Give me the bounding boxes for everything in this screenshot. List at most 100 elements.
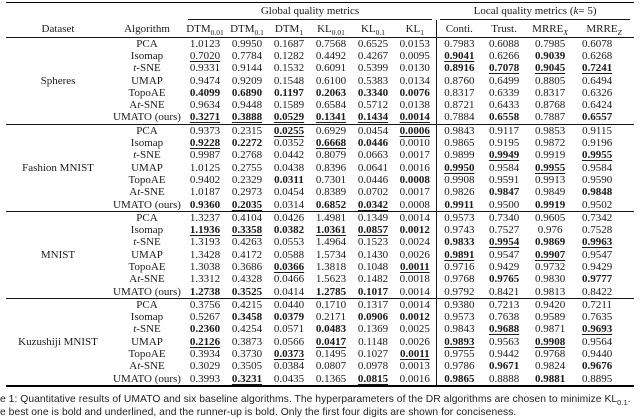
- metric-value: 0.0014: [400, 111, 430, 123]
- metric-cell: 0.0011: [394, 261, 436, 273]
- metric-cell: 0.3934: [184, 348, 226, 360]
- metric-cell: 0.0016: [394, 162, 436, 174]
- metric-cell: 0.3730: [226, 348, 268, 360]
- metric-cell: 0.0571: [268, 324, 310, 336]
- metric-cell: 0.0017: [394, 187, 436, 199]
- metric-value: 0.2126: [190, 336, 220, 348]
- metric-value: 0.0373: [274, 348, 304, 360]
- dataset-label: Kuzushiji MNIST: [6, 299, 110, 387]
- metric-cell: 0.0414: [268, 286, 310, 299]
- metric-cell: 0.0440: [268, 299, 310, 312]
- metric-cell: 0.6078: [574, 38, 634, 51]
- metric-cell: 0.9373: [184, 125, 226, 138]
- metric-cell: 0.1687: [268, 38, 310, 51]
- metric-cell: 0.6668: [310, 137, 352, 149]
- metric-value: 1.1936: [190, 224, 220, 236]
- metric-cell: 0.4263: [226, 237, 268, 249]
- caption-line-1: e 1: Quantitative results of UMATO and s…: [0, 394, 640, 407]
- metric-cell: 0.8721: [436, 99, 482, 111]
- metric-cell: 1.3818: [310, 261, 352, 273]
- metric-cell: 0.0016: [394, 373, 436, 386]
- column-header-conti: Conti.: [436, 20, 482, 38]
- metric-cell: 0.5712: [352, 99, 394, 111]
- metric-cell: 0.1495: [310, 348, 352, 360]
- metric-cell: 0.6525: [352, 38, 394, 51]
- algorithm-label: UMATO (ours): [110, 373, 184, 386]
- metric-cell: 0.7887: [526, 112, 574, 125]
- metric-cell: 0.0342: [352, 199, 394, 212]
- metric-value: 0.0529: [274, 111, 304, 123]
- metric-cell: 0.1197: [268, 87, 310, 99]
- dataset-label: Spheres: [6, 38, 110, 125]
- metric-cell: 0.9584: [574, 162, 634, 174]
- metric-value: 0.2035: [232, 199, 262, 211]
- metric-cell: 0.0553: [268, 237, 310, 249]
- metric-cell: 1.2738: [184, 286, 226, 299]
- metric-cell: 0.0314: [268, 199, 310, 212]
- metric-value: 0.3888: [232, 111, 262, 123]
- metric-value: 0.9891: [444, 249, 474, 261]
- metric-cell: 0.8768: [526, 99, 574, 111]
- metric-cell: 0.8422: [574, 286, 634, 299]
- group-header-rule: Local quality metrics (k = 5): [440, 3, 630, 20]
- metric-cell: 0.4328: [226, 274, 268, 286]
- metric-value: 0.7241: [582, 62, 612, 74]
- column-header-mrre-x: MRREX: [526, 20, 574, 38]
- metric-value: 0.0011: [400, 261, 430, 273]
- metric-cell: 0.9429: [482, 261, 526, 273]
- metric-cell: 0.9891: [436, 249, 482, 261]
- algorithm-label: UMAP: [110, 336, 184, 348]
- metric-cell: 0.9563: [482, 336, 526, 348]
- metric-cell: 0.7020: [184, 50, 226, 62]
- metric-value: 0.9955: [535, 162, 565, 174]
- column-header-dtm-0-01: DTM0.01: [184, 20, 226, 38]
- metric-cell: 0.0483: [310, 324, 352, 336]
- metric-cell: 0.0815: [352, 373, 394, 386]
- metric-cell: 0.2171: [310, 312, 352, 324]
- metric-cell: 0.9041: [436, 50, 482, 62]
- metric-cell: 0.9573: [436, 212, 482, 225]
- metric-cell: 0.9228: [184, 137, 226, 149]
- metric-value: 0.9954: [489, 236, 519, 248]
- metric-cell: 1.0361: [310, 224, 352, 236]
- metric-cell: 0.8079: [310, 150, 352, 162]
- metric-value: 0.9907: [535, 249, 565, 261]
- metric-cell: 0.9209: [226, 75, 268, 87]
- metric-cell: 0.3458: [226, 312, 268, 324]
- metric-cell: 0.0384: [268, 361, 310, 373]
- metric-cell: 0.7340: [482, 212, 526, 225]
- algorithm-label: UMAP: [110, 75, 184, 87]
- metric-cell: 0.9919: [526, 199, 574, 212]
- metric-cell: 0.2768: [226, 150, 268, 162]
- metric-cell: 0.2973: [226, 187, 268, 199]
- metric-cell: 0.7211: [574, 299, 634, 312]
- algorithm-label: PCA: [110, 299, 184, 312]
- metric-cell: 0.1365: [310, 373, 352, 386]
- column-header-dataset: Dataset: [6, 20, 110, 38]
- metric-cell: 0.9732: [526, 261, 574, 273]
- dataset-label: MNIST: [6, 212, 110, 299]
- metric-cell: 0.3756: [184, 299, 226, 312]
- metric-value: 1.0361: [316, 224, 346, 236]
- metric-cell: 1.4964: [310, 237, 352, 249]
- algorithm-label: UMATO (ours): [110, 286, 184, 299]
- metric-value: 0.9963: [582, 236, 612, 248]
- metric-cell: 0.9448: [226, 99, 268, 111]
- metric-cell: 0.0366: [268, 261, 310, 273]
- metric-cell: 0.9899: [436, 150, 482, 162]
- metric-cell: 0.9949: [482, 150, 526, 162]
- metric-cell: 0.5383: [352, 75, 394, 87]
- metric-cell: 0.9688: [482, 324, 526, 336]
- metric-cell: 0.9848: [574, 187, 634, 199]
- metric-cell: 0.3358: [226, 224, 268, 236]
- metric-cell: 0.2755: [226, 162, 268, 174]
- metric-cell: 0.8888: [482, 373, 526, 386]
- metric-cell: 0.4215: [226, 299, 268, 312]
- metric-cell: 0.8805: [526, 75, 574, 87]
- metric-cell: 0.2329: [226, 174, 268, 186]
- metric-value: 0.7078: [489, 62, 519, 74]
- metric-cell: 0.9693: [574, 324, 634, 336]
- metric-cell: 0.6433: [482, 99, 526, 111]
- metric-cell: 0.0008: [394, 199, 436, 212]
